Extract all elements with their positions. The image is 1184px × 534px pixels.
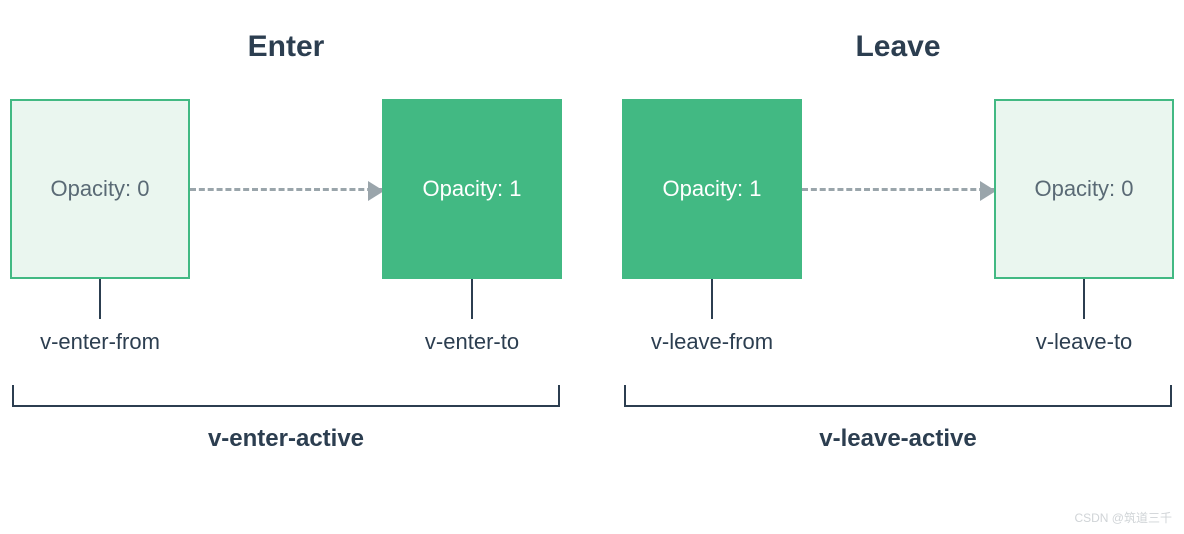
leave-from-box: Opacity: 1: [622, 99, 802, 279]
leave-arrow: [802, 179, 994, 199]
connector-line: [711, 279, 713, 319]
leave-to-label: Opacity: 0: [1034, 176, 1133, 202]
enter-active-class: v-enter-active: [208, 425, 364, 453]
bracket-icon: [624, 385, 1172, 407]
leave-to-class: v-leave-to: [1036, 329, 1133, 355]
enter-section: Enter Opacity: 0 Opacity: 1 v-enter-from: [10, 30, 562, 453]
enter-from-stem-col: v-enter-from: [10, 279, 190, 355]
enter-to-label: Opacity: 1: [422, 176, 521, 202]
leave-section: Leave Opacity: 1 Opacity: 0 v-leave-from: [622, 30, 1174, 453]
leave-from-stem-col: v-leave-from: [622, 279, 802, 355]
watermark: CSDN @筑道三千: [1074, 509, 1172, 526]
leave-to-stem-col: v-leave-to: [994, 279, 1174, 355]
enter-heading: Enter: [248, 30, 325, 64]
bracket-icon: [12, 385, 560, 407]
leave-stems-row: v-leave-from v-leave-to: [622, 279, 1174, 355]
connector-line: [471, 279, 473, 319]
enter-to-stem-col: v-enter-to: [382, 279, 562, 355]
arrow-line: [802, 188, 994, 191]
arrow-line: [190, 188, 382, 191]
leave-boxes-row: Opacity: 1 Opacity: 0: [622, 99, 1174, 279]
leave-bracket-row: [622, 385, 1174, 407]
enter-bracket-row: [10, 385, 562, 407]
enter-to-class: v-enter-to: [425, 329, 519, 355]
connector-line: [1083, 279, 1085, 319]
enter-arrow: [190, 179, 382, 199]
leave-from-label: Opacity: 1: [662, 176, 761, 202]
diagram-container: Enter Opacity: 0 Opacity: 1 v-enter-from: [0, 0, 1184, 453]
enter-stems-row: v-enter-from v-enter-to: [10, 279, 562, 355]
leave-active-class: v-leave-active: [819, 425, 976, 453]
leave-heading: Leave: [855, 30, 940, 64]
leave-from-class: v-leave-from: [651, 329, 773, 355]
enter-from-box: Opacity: 0: [10, 99, 190, 279]
enter-from-class: v-enter-from: [40, 329, 160, 355]
enter-boxes-row: Opacity: 0 Opacity: 1: [10, 99, 562, 279]
connector-line: [99, 279, 101, 319]
leave-to-box: Opacity: 0: [994, 99, 1174, 279]
enter-from-label: Opacity: 0: [50, 176, 149, 202]
enter-to-box: Opacity: 1: [382, 99, 562, 279]
